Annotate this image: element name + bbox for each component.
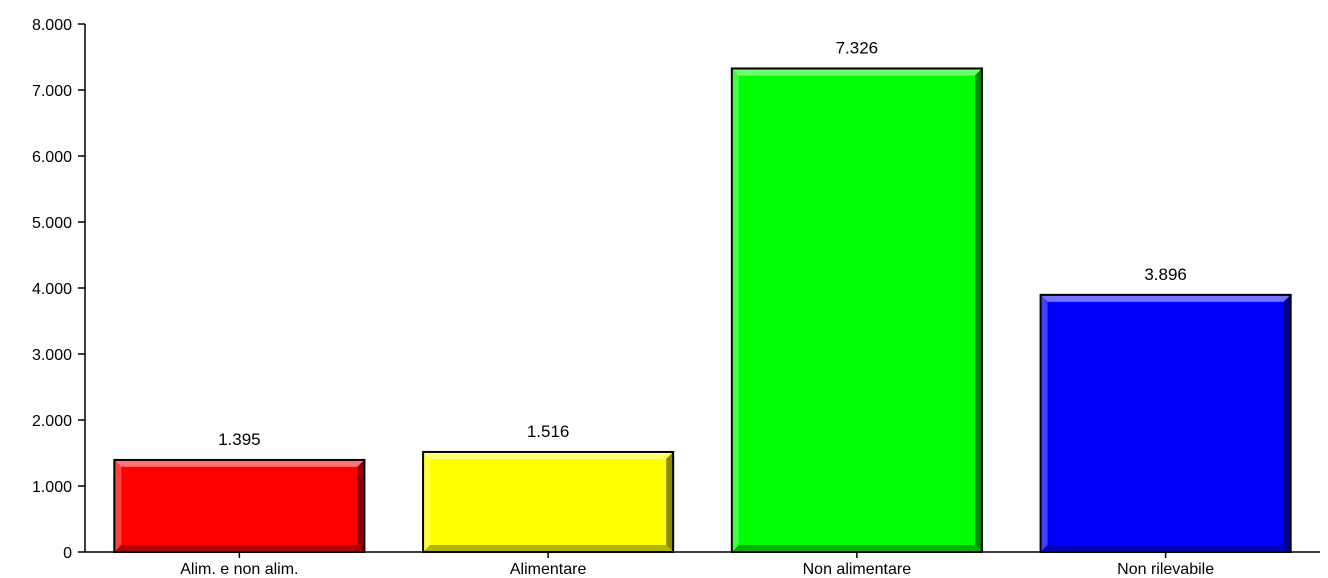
y-tick-label: 3.000	[32, 347, 72, 364]
bar	[113, 458, 366, 553]
bar-bevel-top	[423, 451, 674, 459]
bar-face	[114, 459, 365, 552]
bar-bevel-left	[114, 459, 122, 552]
bar-face	[1040, 294, 1291, 552]
bar-bevel-bottom	[423, 545, 674, 552]
data-label: 7.326	[836, 38, 879, 57]
bar-bevel-right	[666, 451, 674, 552]
bar-face	[731, 68, 982, 552]
bar-bevel-left	[731, 68, 739, 552]
bar-face	[423, 451, 674, 552]
x-tick-label: Alim. e non alim.	[180, 561, 298, 578]
bar-bevel-right	[974, 68, 982, 552]
bar-bevel-right	[357, 459, 365, 552]
y-tick-label: 0	[63, 545, 72, 562]
data-label: 1.516	[527, 422, 570, 441]
y-tick-label: 8.000	[32, 17, 72, 34]
y-tick-label: 2.000	[32, 413, 72, 430]
y-tick-label: 5.000	[32, 215, 72, 232]
x-tick-label: Non rilevabile	[1117, 561, 1214, 578]
bar-bevel-top	[114, 459, 365, 467]
bar-bevel-right	[1283, 294, 1291, 552]
x-tick-label: Alimentare	[510, 561, 587, 578]
x-tick-label: Non alimentare	[803, 561, 912, 578]
bar-bevel-left	[1040, 294, 1048, 552]
value-labels: 1.395 1.516 7.326 3.896	[218, 38, 1187, 448]
bar	[730, 67, 983, 553]
bar-bevel-bottom	[114, 545, 365, 552]
y-tick-label: 6.000	[32, 149, 72, 166]
bar-bevel-top	[731, 68, 982, 76]
y-ticks: 0 1.000 2.000 3.000 4.000 5.000 6.000 7.000 8.00…	[32, 17, 85, 562]
bars	[113, 67, 1292, 553]
bar-bevel-top	[1040, 294, 1291, 302]
bar	[1039, 293, 1292, 553]
bar-bevel-bottom	[1040, 545, 1291, 552]
y-tick-label: 1.000	[32, 479, 72, 496]
bar-bevel-left	[423, 451, 431, 552]
category-labels: Alim. e non alim. Alimentare Non alimentar…	[180, 552, 1214, 578]
y-tick-label: 4.000	[32, 281, 72, 298]
bar-bevel-bottom	[731, 545, 982, 552]
bar	[422, 450, 675, 553]
data-label: 3.896	[1144, 265, 1187, 284]
y-tick-label: 7.000	[32, 83, 72, 100]
data-label: 1.395	[218, 430, 261, 449]
